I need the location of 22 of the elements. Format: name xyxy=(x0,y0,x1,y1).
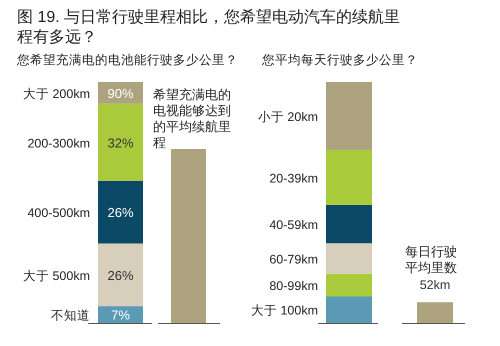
x-tick-label: 每日行驶平均里数 xyxy=(405,244,457,275)
chart-subtitle: 您希望充满电的电池能行驶多少公里？ xyxy=(16,53,238,67)
series-label: 小于 20km xyxy=(258,110,318,124)
text: 图 19. 与日常行驶里程相比，您希望电动汽车的续航里程有多远？ xyxy=(17,8,400,46)
annotation: 90% xyxy=(107,86,134,101)
series-label: 80-99km xyxy=(269,279,318,294)
series-label: 60-79km xyxy=(269,252,318,267)
data-label: 7% xyxy=(111,308,130,323)
series-label: 大于 500km xyxy=(23,268,90,283)
series-label: 200-300km xyxy=(27,136,90,150)
x-tick-label: 希望充满电的电视能够达到的平均续航里程 xyxy=(153,87,231,150)
series-label: 大于 200km xyxy=(23,86,90,101)
series-label: 40-59km xyxy=(269,218,318,232)
data-label: 52km xyxy=(420,278,450,292)
data-label: 26% xyxy=(107,268,134,283)
data-label: 26% xyxy=(107,205,134,220)
series-label: 不知道 xyxy=(51,308,90,323)
series-label: 400-500km xyxy=(27,206,90,220)
chart-title: 您平均每天行驶多少公里？ xyxy=(261,53,418,67)
series-label: 大于 100km xyxy=(251,304,318,318)
data-label: 32% xyxy=(107,135,134,150)
series-label: 20-39km xyxy=(269,171,318,186)
